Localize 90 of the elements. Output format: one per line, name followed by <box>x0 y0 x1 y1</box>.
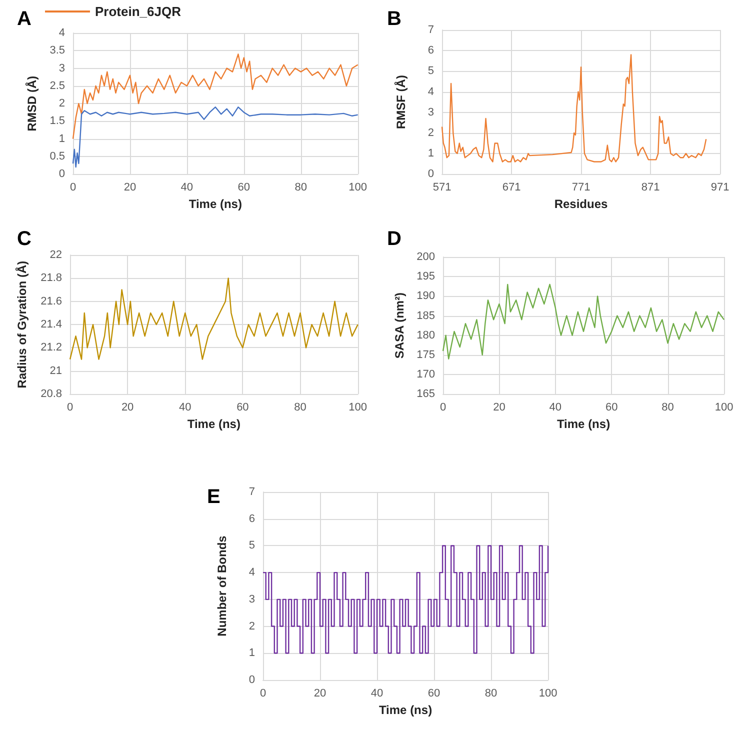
y-axis-title: RMSD (Å) <box>25 76 39 132</box>
y-tick-label: 1 <box>58 132 65 145</box>
y-tick-label: 7 <box>248 486 255 498</box>
y-tick-label: 2.5 <box>50 80 65 92</box>
x-tick-label: 20 <box>121 402 134 414</box>
y-tick-label: 20.8 <box>40 388 62 400</box>
y-tick-label: 1 <box>428 148 434 160</box>
y-tick-label: 0 <box>58 168 65 180</box>
x-axis-title: Time (ns) <box>187 417 240 431</box>
chart-title: A <box>17 8 32 30</box>
y-tick-label: 165 <box>416 388 435 400</box>
x-tick-label: 100 <box>348 402 368 414</box>
x-tick-label: 80 <box>294 402 306 414</box>
y-tick-label: 7 <box>428 24 434 36</box>
x-tick-label: 60 <box>428 688 440 700</box>
x-tick-label: 0 <box>260 688 266 700</box>
line-series <box>69 278 358 360</box>
line-series <box>442 284 725 360</box>
y-tick-label: 6 <box>428 44 434 57</box>
line-series <box>72 54 358 140</box>
y-tick-label: 22 <box>50 249 62 261</box>
x-tick-label: 671 <box>502 182 521 194</box>
x-tick-label: 100 <box>538 688 558 700</box>
y-tick-label: 21.8 <box>40 272 62 284</box>
x-axis-title: Time (ns) <box>556 417 610 431</box>
y-tick-label: 0 <box>248 674 255 686</box>
x-tick-label: 80 <box>662 402 674 414</box>
chart-title: E <box>207 486 220 508</box>
x-tick-label: 100 <box>714 402 734 414</box>
y-axis-title: Radius of Gyration (Å) <box>15 260 29 388</box>
x-tick-label: 80 <box>484 688 498 700</box>
x-tick-label: 40 <box>549 402 562 414</box>
x-tick-label: 871 <box>641 182 660 194</box>
y-tick-label: 200 <box>416 251 435 263</box>
x-tick-label: 571 <box>432 182 452 194</box>
legend-label: Protein_6JQR <box>95 4 182 19</box>
x-tick-label: 40 <box>370 688 384 700</box>
x-tick-label: 771 <box>572 182 590 194</box>
y-tick-label: 3 <box>248 593 255 606</box>
y-tick-label: 6 <box>248 512 255 525</box>
x-tick-label: 20 <box>314 688 326 700</box>
y-tick-label: 21.2 <box>40 342 62 354</box>
x-tick-label: 20 <box>493 402 506 414</box>
y-tick-label: 175 <box>416 348 435 361</box>
x-tick-label: 60 <box>238 182 250 194</box>
y-tick-label: 4 <box>428 86 434 98</box>
x-tick-label: 0 <box>440 402 446 414</box>
y-tick-label: 3 <box>428 106 434 118</box>
x-tick-label: 60 <box>236 402 249 414</box>
y-tick-label: 170 <box>416 368 435 381</box>
y-axis-title: Number of Bonds <box>215 535 229 636</box>
x-tick-label: 40 <box>180 182 194 194</box>
x-axis-title: Time (ns) <box>188 197 242 211</box>
y-tick-label: 21.4 <box>40 318 62 331</box>
y-tick-label: 4 <box>248 566 255 579</box>
y-tick-label: 2 <box>248 620 255 632</box>
x-axis-title: Time (ns) <box>378 702 432 717</box>
y-tick-label: 180 <box>416 329 435 342</box>
x-tick-label: 60 <box>605 402 618 414</box>
x-axis-title: Residues <box>554 197 608 211</box>
line-series <box>441 54 707 162</box>
y-tick-label: 2 <box>58 98 65 110</box>
y-tick-label: 0.5 <box>50 150 65 162</box>
y-tick-label: 185 <box>416 310 435 322</box>
y-tick-label: 0 <box>428 168 434 180</box>
y-tick-label: 21.6 <box>40 295 62 308</box>
y-tick-label: 4 <box>58 27 65 39</box>
chart-title: D <box>387 228 402 250</box>
y-tick-label: 2 <box>428 126 434 139</box>
y-tick-label: 195 <box>416 270 435 283</box>
x-tick-label: 20 <box>124 182 136 194</box>
y-axis-title: SASA (nm²) <box>392 292 407 359</box>
y-tick-label: 190 <box>416 290 435 302</box>
line-series <box>72 106 358 168</box>
y-tick-label: 3.5 <box>50 44 65 57</box>
y-tick-label: 3 <box>58 62 65 74</box>
y-tick-label: 21 <box>50 364 62 377</box>
y-tick-label: 1 <box>248 647 255 660</box>
x-tick-label: 0 <box>70 182 76 194</box>
chart-title: C <box>17 228 32 250</box>
x-tick-label: 0 <box>66 402 74 414</box>
x-tick-label: 40 <box>179 402 192 414</box>
x-tick-label: 100 <box>348 182 368 194</box>
y-axis-title: RMSF (Å) <box>394 75 408 130</box>
y-tick-label: 5 <box>248 540 255 552</box>
y-tick-label: 1.5 <box>50 115 65 128</box>
x-tick-label: 971 <box>710 182 730 194</box>
y-tick-label: 5 <box>428 65 434 78</box>
chart-title: B <box>387 8 402 30</box>
x-tick-label: 80 <box>294 182 307 194</box>
